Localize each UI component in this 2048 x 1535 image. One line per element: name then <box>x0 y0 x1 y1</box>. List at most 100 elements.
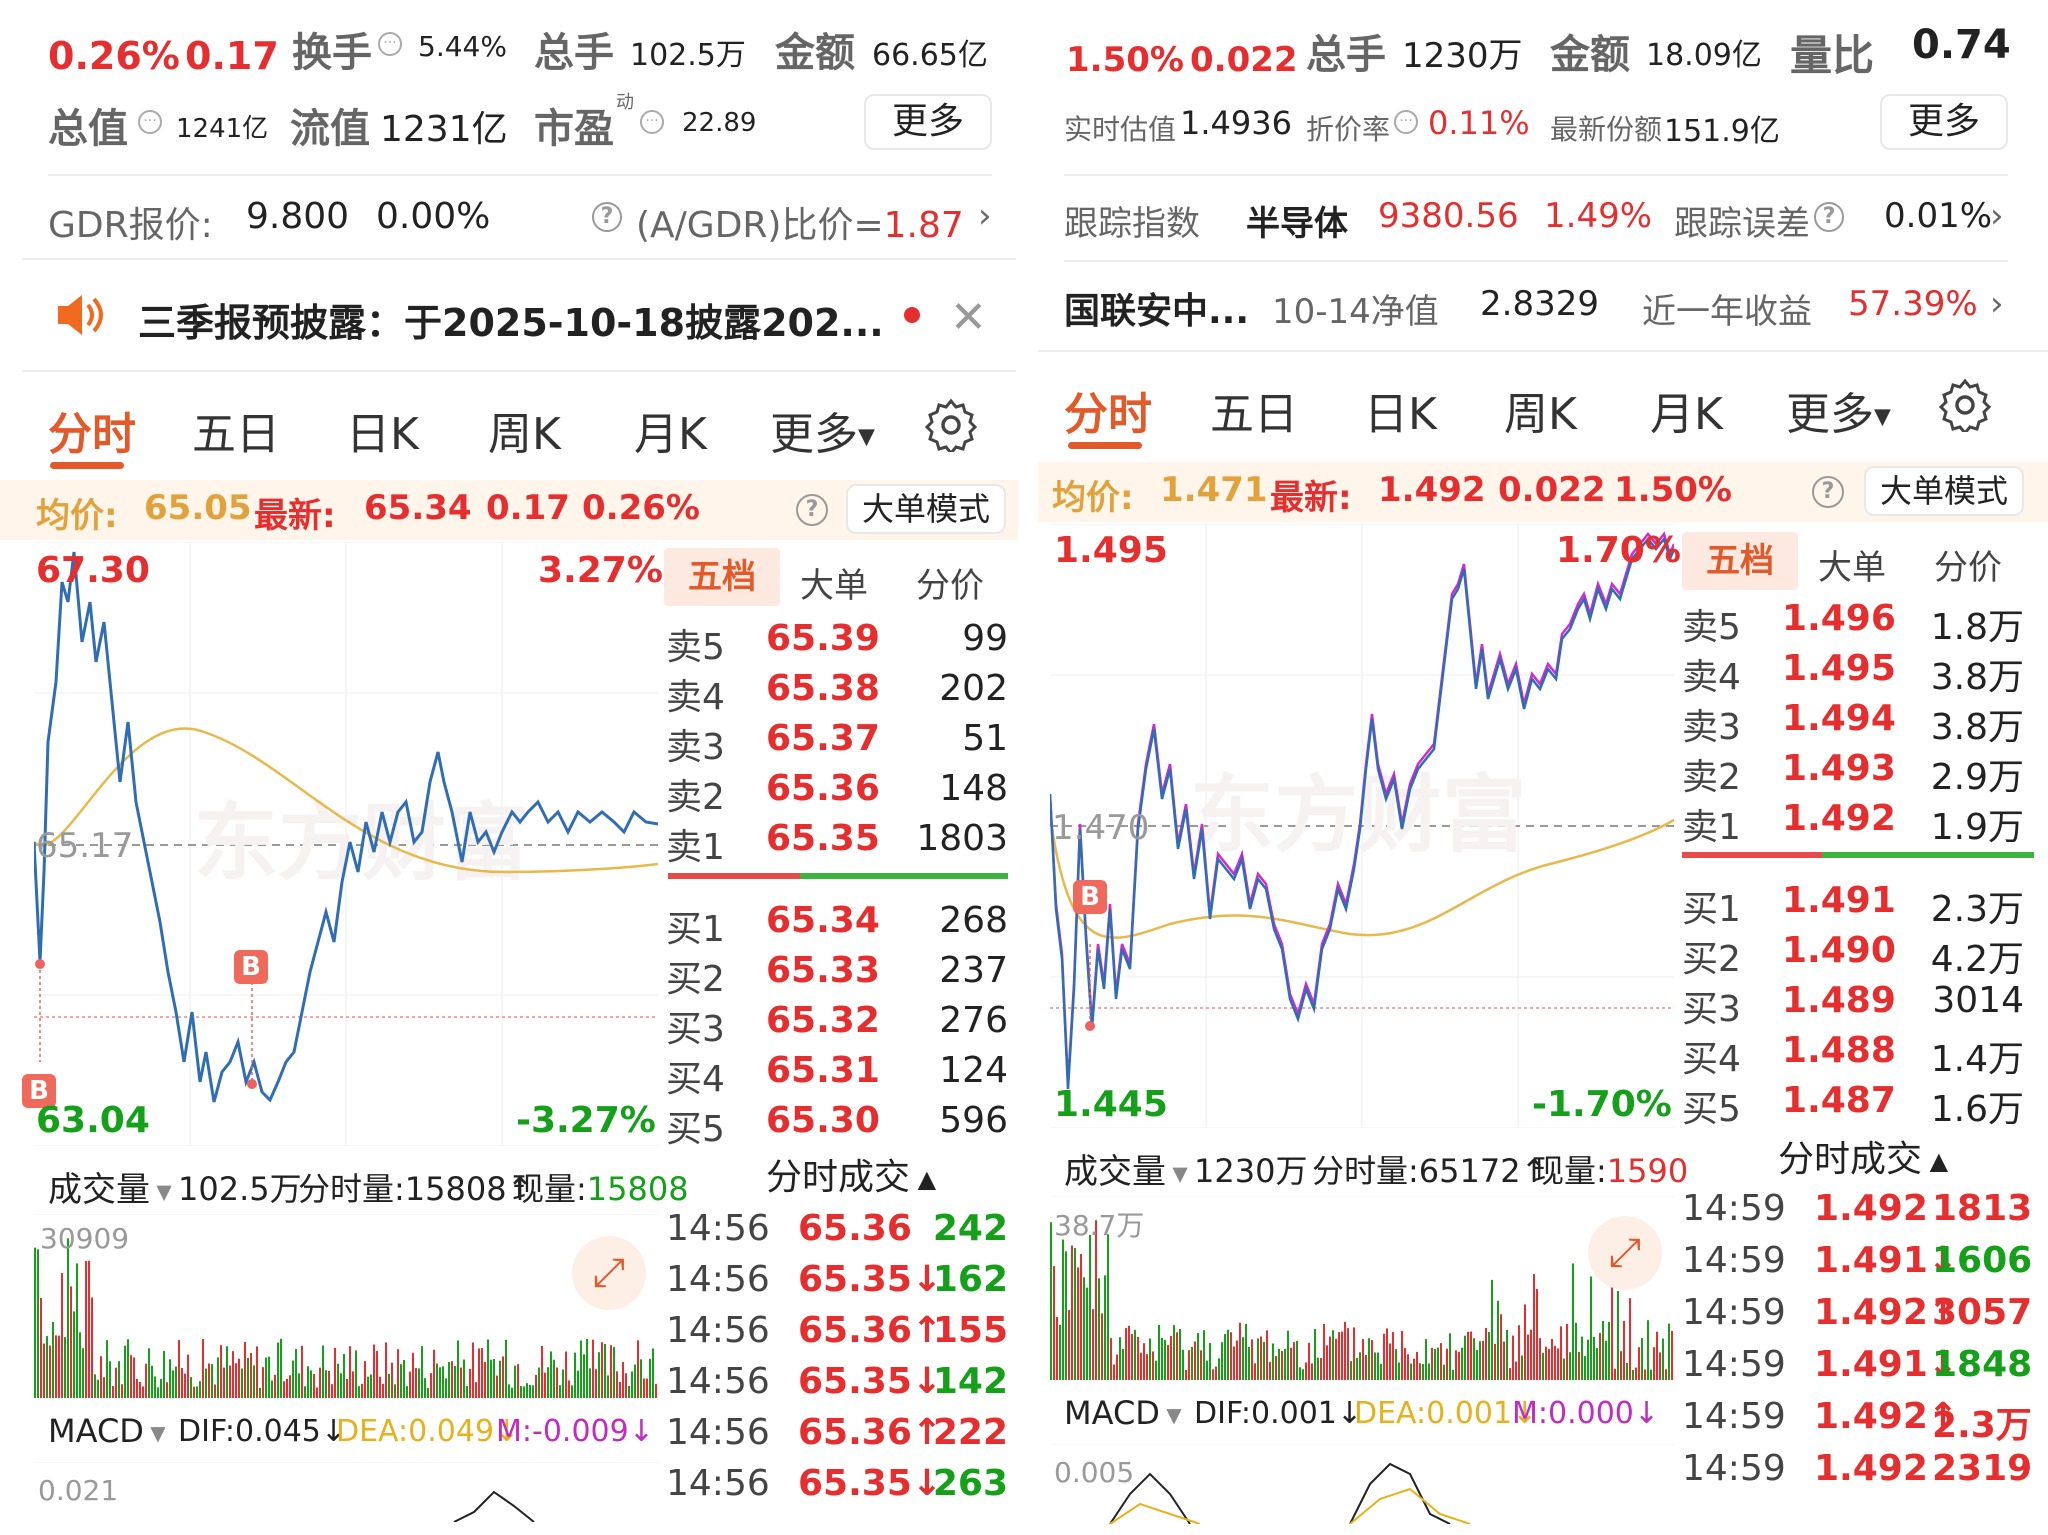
trade-volume: 142 <box>932 1361 1008 1402</box>
volume-bar <box>1173 1325 1175 1380</box>
buy-marker-icon[interactable]: B <box>22 1074 56 1108</box>
more-button[interactable]: 更多 <box>864 94 992 150</box>
expand-icon[interactable]: ⤢ <box>572 1236 646 1310</box>
tab-price-split[interactable]: 分价 <box>916 566 984 606</box>
volume-bar <box>1542 1352 1544 1380</box>
more-dots-icon[interactable]: ··· <box>378 32 402 56</box>
big-order-mode-button[interactable]: 大单模式 <box>846 484 1006 534</box>
trade-volume: 155 <box>932 1310 1008 1351</box>
close-icon[interactable]: ✕ <box>950 292 987 343</box>
volume-chart[interactable] <box>1050 1196 1674 1380</box>
volume-bar <box>1467 1331 1469 1380</box>
trade-time: 14:59 <box>1682 1292 1786 1333</box>
volume-bar <box>1221 1342 1223 1380</box>
chevron-right-icon[interactable]: › <box>1990 196 2004 236</box>
more-dots-icon[interactable]: ··· <box>640 110 664 134</box>
volume-bar <box>1266 1330 1268 1380</box>
volume-bar <box>52 1321 54 1398</box>
macd-chart[interactable] <box>34 1462 658 1522</box>
intraday-price-chart[interactable]: 东方财富 <box>34 542 658 1146</box>
volume-bar <box>136 1379 138 1398</box>
macd-dropdown[interactable]: MACD ▼ <box>48 1412 166 1450</box>
volume-bar <box>556 1367 558 1398</box>
tab-big-orders[interactable]: 大单 <box>800 566 868 606</box>
tab-daily-k[interactable]: 日K <box>346 409 419 460</box>
chevron-right-icon[interactable]: › <box>978 196 992 236</box>
tab-five-level[interactable]: 五档 <box>1682 532 1798 590</box>
tab-daily-k[interactable]: 日K <box>1364 389 1437 440</box>
help-icon[interactable]: ? <box>1814 202 1844 232</box>
caret-down-icon: ▼ <box>858 424 875 450</box>
tab-five-day[interactable]: 五日 <box>192 409 280 460</box>
buy-marker-icon[interactable]: B <box>1073 880 1107 914</box>
tab-more[interactable]: 更多▼ <box>770 398 875 462</box>
volume-bar <box>1158 1324 1160 1380</box>
macd-chart[interactable] <box>1050 1444 1674 1524</box>
caret-up-icon: ▲ <box>910 1165 937 1193</box>
big-order-mode-button[interactable]: 大单模式 <box>1864 466 2024 516</box>
more-dots-icon[interactable]: ··· <box>138 110 162 134</box>
volume-bar <box>142 1386 144 1398</box>
tab-five-level[interactable]: 五档 <box>664 548 780 606</box>
volume-bar <box>1578 1351 1580 1380</box>
volume-bar <box>1527 1334 1529 1380</box>
more-button[interactable]: 更多 <box>1880 94 2008 150</box>
volume-bar <box>1125 1328 1127 1380</box>
volume-bar <box>1428 1363 1430 1380</box>
volume-bar <box>1551 1339 1553 1380</box>
volume-bar <box>1437 1347 1439 1380</box>
trades-title[interactable]: 分时成交 ▲ <box>766 1148 936 1200</box>
volume-bar <box>613 1347 615 1398</box>
caret-down-icon: ▼ <box>150 1179 172 1204</box>
more-dots-icon[interactable]: ··· <box>1394 110 1418 134</box>
volume-bar <box>1626 1363 1628 1380</box>
volume-bar <box>649 1358 651 1398</box>
tab-weekly-k[interactable]: 周K <box>1504 389 1577 440</box>
tab-more[interactable]: 更多▼ <box>1786 378 1891 442</box>
volume-bar <box>1326 1345 1328 1380</box>
float-value: 1231亿 <box>380 109 508 150</box>
volume-chart[interactable] <box>34 1214 658 1398</box>
tab-intraday[interactable]: 分时 <box>1064 389 1152 440</box>
volume-bar <box>469 1368 471 1398</box>
tab-monthly-k[interactable]: 月K <box>1650 389 1723 440</box>
tab-intraday[interactable]: 分时 <box>48 409 136 460</box>
volume-bar <box>1491 1279 1493 1380</box>
volume-bar <box>106 1340 108 1398</box>
volume-bar <box>376 1350 378 1398</box>
volume-dropdown[interactable]: 成交量 ▼ <box>48 1162 172 1211</box>
buy-marker-icon[interactable]: B <box>234 950 268 984</box>
gdr-ratio-link[interactable]: (A/GDR)比价=1.87 <box>636 196 964 248</box>
volume-bar <box>55 1335 57 1398</box>
fund-name[interactable]: 国联安中... <box>1064 291 1250 332</box>
ask-level-label: 卖3 <box>666 727 725 768</box>
tab-five-day[interactable]: 五日 <box>1210 389 1298 440</box>
trades-title[interactable]: 分时成交 ▲ <box>1778 1130 1948 1182</box>
volume-bar <box>505 1339 507 1398</box>
volume-bar <box>1308 1342 1310 1380</box>
settings-gear-icon[interactable] <box>1938 378 1992 436</box>
volume-bar <box>634 1364 636 1398</box>
tab-price-split[interactable]: 分价 <box>1934 548 2002 588</box>
volume-dropdown[interactable]: 成交量 ▼ <box>1064 1144 1188 1193</box>
help-icon[interactable]: ? <box>592 202 622 232</box>
volume-bar <box>1587 1339 1589 1380</box>
tab-monthly-k[interactable]: 月K <box>634 409 707 460</box>
notice-text[interactable]: 三季报预披露：于2025-10-18披露202... <box>138 301 884 345</box>
volume-bar <box>481 1348 483 1398</box>
chevron-right-icon[interactable]: › <box>1990 284 2004 324</box>
volume-bar <box>295 1348 297 1398</box>
tab-big-orders[interactable]: 大单 <box>1818 548 1886 588</box>
amount-value: 18.09亿 <box>1646 38 1762 73</box>
settings-gear-icon[interactable] <box>924 398 978 456</box>
volume-bar <box>292 1360 294 1398</box>
volume-bar <box>1419 1363 1421 1380</box>
volume-bar <box>652 1348 654 1398</box>
expand-icon[interactable]: ⤢ <box>1588 1216 1662 1290</box>
intraday-price-chart[interactable]: 东方财富 <box>1050 524 1674 1128</box>
help-icon[interactable]: ? <box>796 494 828 526</box>
volume-bar <box>145 1363 147 1398</box>
help-icon[interactable]: ? <box>1812 476 1844 508</box>
macd-dropdown[interactable]: MACD ▼ <box>1064 1394 1182 1432</box>
tab-weekly-k[interactable]: 周K <box>488 409 561 460</box>
